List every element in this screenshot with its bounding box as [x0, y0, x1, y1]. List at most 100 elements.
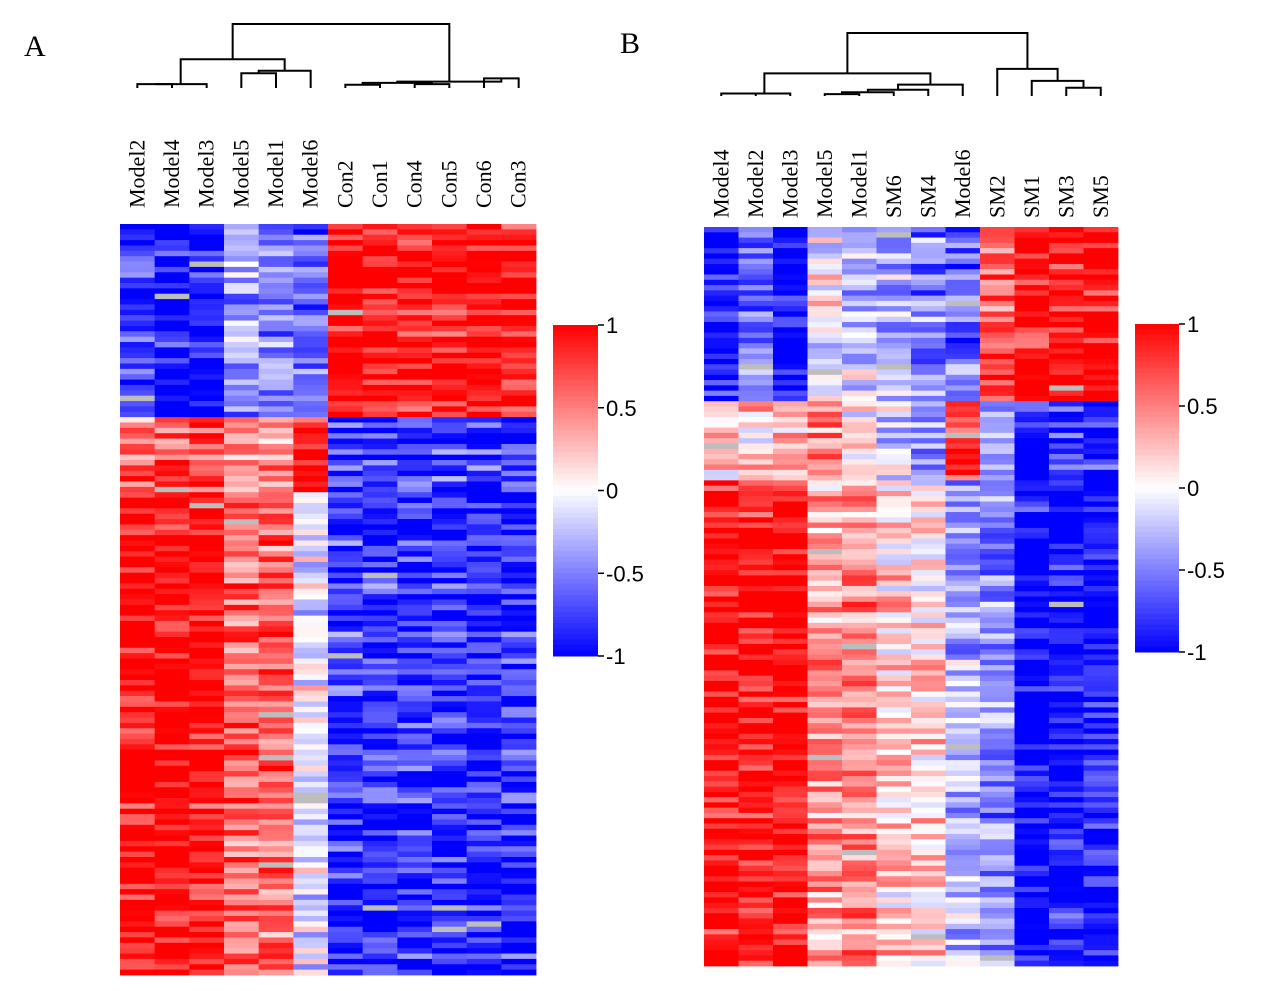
heatmap-cell — [501, 240, 537, 246]
heatmap-cell — [397, 347, 433, 354]
heatmap-cell — [1083, 464, 1119, 471]
heatmap-cell — [911, 232, 946, 238]
heatmap-cell — [397, 653, 433, 659]
heatmap-cell — [501, 390, 537, 397]
heatmap-cell — [1049, 712, 1084, 719]
heatmap-cell — [704, 786, 739, 793]
heatmap-cell — [1083, 585, 1119, 592]
heatmap-cell — [120, 797, 156, 804]
colorbar-segment — [553, 595, 598, 602]
heatmap-cell — [120, 604, 156, 611]
heatmap-cell — [224, 540, 260, 547]
heatmap-cell — [1083, 733, 1119, 740]
heatmap-cell — [466, 706, 502, 713]
heatmap-cell — [224, 342, 260, 348]
heatmap-cell — [120, 706, 156, 713]
heatmap-cell — [911, 300, 946, 307]
heatmap-cell — [189, 476, 225, 482]
heatmap-cell — [432, 293, 468, 300]
heatmap-cell — [704, 913, 739, 919]
heatmap-cell — [945, 369, 981, 376]
heatmap-cell — [154, 851, 190, 858]
heatmap-cell — [1049, 327, 1084, 333]
heatmap-cell — [466, 256, 502, 262]
heatmap-cell — [466, 728, 502, 734]
heatmap-cell — [120, 669, 156, 675]
heatmap-cell — [1014, 464, 1050, 471]
heatmap-cell — [362, 771, 398, 777]
heatmap-cell — [258, 368, 294, 375]
colorbar-segment — [553, 347, 598, 354]
heatmap-cell — [189, 304, 225, 311]
heatmap-cell — [362, 647, 398, 654]
heatmap-cell — [397, 513, 433, 520]
heatmap-cell — [704, 712, 739, 719]
heatmap-cell — [945, 902, 981, 909]
heatmap-cell — [501, 637, 537, 643]
heatmap-cell — [1083, 554, 1119, 560]
heatmap-cell — [189, 513, 225, 520]
heatmap-cell — [1014, 913, 1050, 919]
heatmap-cell — [773, 258, 808, 265]
heatmap-cell — [1083, 897, 1119, 904]
heatmap-cell — [980, 675, 1015, 682]
heatmap-cell — [1049, 364, 1084, 370]
heatmap-cell — [154, 701, 190, 708]
heatmap-cell — [258, 272, 294, 279]
heatmap-cell — [704, 554, 739, 560]
heatmap-cell — [1014, 432, 1050, 439]
heatmap-cell — [328, 427, 364, 434]
heatmap-cell — [876, 306, 912, 312]
heatmap-cell — [466, 631, 502, 638]
heatmap-cell — [1083, 258, 1119, 265]
heatmap-cell — [773, 337, 808, 344]
heatmap-cell — [773, 929, 808, 935]
heatmap-cell — [1083, 865, 1119, 872]
heatmap-cell — [876, 612, 912, 619]
heatmap-cell — [945, 707, 981, 714]
heatmap-cell — [328, 679, 364, 686]
heatmap-cell — [738, 812, 774, 819]
colorbar-segment — [1135, 460, 1179, 467]
heatmap-cell — [154, 867, 190, 874]
heatmap-cell — [154, 620, 190, 627]
heatmap-cell — [945, 585, 981, 592]
heatmap-cell — [154, 610, 190, 616]
heatmap-cell — [154, 551, 190, 557]
colorbar-segment — [1135, 482, 1179, 489]
heatmap-cell — [1083, 591, 1119, 597]
heatmap-cell — [980, 279, 1015, 286]
heatmap-cell — [432, 878, 468, 885]
heatmap-cell — [189, 728, 225, 734]
heatmap-cell — [397, 942, 433, 949]
heatmap-cell — [807, 686, 843, 692]
heatmap-cell — [432, 932, 468, 938]
heatmap-cell — [224, 438, 260, 445]
heatmap-cell — [842, 469, 877, 476]
heatmap-cell — [501, 851, 537, 858]
heatmap-cell — [328, 953, 364, 960]
heatmap-cell — [1014, 633, 1050, 640]
heatmap-cell — [432, 905, 468, 912]
heatmap-cell — [1083, 517, 1119, 523]
heatmap-cell — [501, 368, 537, 375]
heatmap-cell — [980, 680, 1015, 687]
heatmap-cell — [911, 274, 946, 281]
heatmap-cell — [1049, 475, 1084, 481]
heatmap-cell — [911, 596, 946, 603]
heatmap-cell — [466, 497, 502, 504]
heatmap-cell — [1014, 855, 1050, 861]
colorbar-segment — [1135, 395, 1179, 402]
heatmap-cell — [945, 633, 981, 640]
heatmap-cell — [876, 633, 912, 640]
heatmap-cell — [466, 915, 502, 922]
heatmap-cell — [189, 781, 225, 788]
heatmap-cell — [807, 665, 843, 671]
heatmap-cell — [224, 642, 260, 649]
heatmap-cell — [224, 519, 260, 525]
heatmap-cell — [501, 717, 537, 724]
heatmap-cell — [980, 475, 1015, 481]
heatmap-cell — [876, 438, 912, 444]
heatmap-cell — [842, 870, 877, 877]
heatmap-panel-a: A Model2 Model4 Model3 Model5 Model1 Model6 Co… — [24, 23, 644, 976]
